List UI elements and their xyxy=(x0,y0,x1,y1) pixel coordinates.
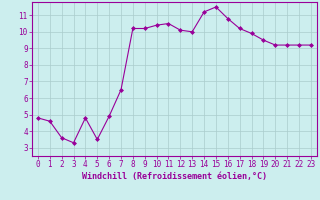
X-axis label: Windchill (Refroidissement éolien,°C): Windchill (Refroidissement éolien,°C) xyxy=(82,172,267,181)
